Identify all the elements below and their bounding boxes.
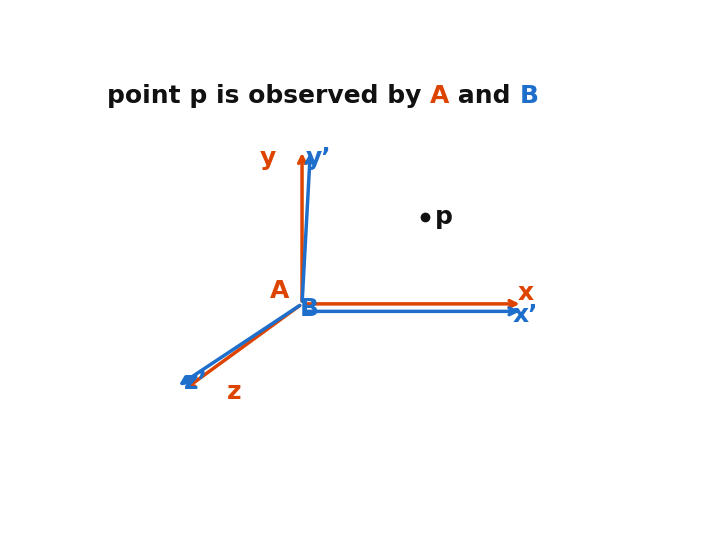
Text: B: B xyxy=(520,84,539,107)
Text: point p is observed by: point p is observed by xyxy=(107,84,430,107)
Text: x’: x’ xyxy=(513,303,538,327)
Text: A: A xyxy=(270,279,289,303)
Text: x: x xyxy=(517,281,534,306)
Text: and: and xyxy=(449,84,520,107)
Text: A: A xyxy=(430,84,449,107)
Text: B: B xyxy=(300,297,319,321)
Text: y’: y’ xyxy=(306,146,332,170)
Text: p: p xyxy=(435,205,453,228)
Text: z: z xyxy=(227,381,241,404)
Text: z’: z’ xyxy=(184,370,208,394)
Text: y: y xyxy=(259,146,276,170)
